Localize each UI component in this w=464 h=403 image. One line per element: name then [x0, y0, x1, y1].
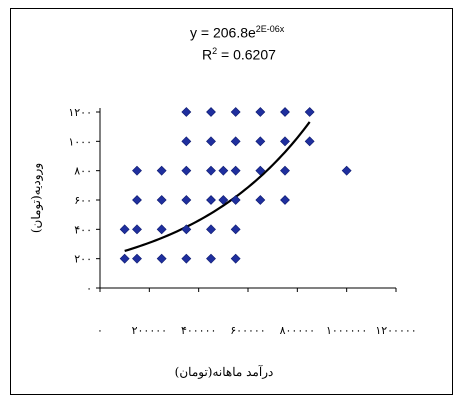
- y-tick-label: ۱۲۰۰: [68, 106, 92, 119]
- data-point: [280, 195, 290, 205]
- data-points: [119, 107, 352, 264]
- data-point: [156, 195, 167, 205]
- data-point: [255, 136, 266, 147]
- data-point: [218, 195, 229, 205]
- x-tick-labels: ۰ ۲۰۰۰۰۰ ۴۰۰۰۰۰ ۶۰۰۰۰۰ ۸۰۰۰۰۰ ۱۰۰۰۰۰۰ ۱۲۰۰۰۰۰: [97, 324, 417, 337]
- equation-base: y = 206.8e: [190, 24, 256, 41]
- trendline: [124, 121, 311, 253]
- data-point: [132, 224, 142, 235]
- data-point: [304, 136, 315, 147]
- data-point: [181, 165, 192, 176]
- data-point: [255, 165, 266, 176]
- data-point: [132, 165, 142, 176]
- data-point: [181, 224, 192, 235]
- data-point: [206, 165, 216, 176]
- data-point: [206, 107, 216, 117]
- data-point: [181, 253, 192, 264]
- data-point: [132, 253, 142, 264]
- x-tick-label: ۲۰۰۰۰۰: [132, 324, 167, 337]
- data-point: [255, 107, 266, 117]
- data-point: [230, 224, 241, 235]
- y-tick-label: ۸۰۰: [74, 165, 92, 178]
- y-tick-labels: ۰ ۲۰۰ ۴۰۰ ۶۰۰ ۸۰۰ ۱۰۰۰ ۱۲۰۰: [68, 106, 92, 295]
- data-point: [230, 136, 241, 147]
- data-point: [132, 195, 142, 205]
- data-point: [156, 165, 167, 176]
- y-axis-title: ورودیه(تومان): [29, 163, 43, 233]
- x-tick-label: ۸۰۰۰۰۰: [280, 324, 315, 337]
- data-point: [156, 253, 167, 264]
- chart-frame: [10, 8, 453, 395]
- data-point: [206, 195, 216, 205]
- data-point: [230, 253, 241, 264]
- data-point: [280, 136, 290, 147]
- r2-exponent: 2: [212, 46, 218, 56]
- data-point: [156, 224, 167, 235]
- data-point: [181, 107, 192, 117]
- data-point: [119, 224, 130, 235]
- data-point: [206, 224, 216, 235]
- y-tick-label: ۲۰۰: [74, 253, 92, 266]
- data-point: [181, 136, 192, 147]
- x-tick-label: ۱۰۰۰۰۰۰: [326, 324, 367, 337]
- x-axis-title: درآمد ماهانه(تومان): [175, 364, 274, 379]
- data-point: [206, 136, 216, 147]
- x-tick-label: ۰: [97, 324, 103, 337]
- y-tick-label: ۰: [86, 282, 92, 295]
- data-point: [181, 195, 192, 205]
- data-point: [206, 253, 216, 264]
- data-point: [230, 107, 241, 117]
- x-tick-label: ۶۰۰۰۰۰: [230, 324, 265, 337]
- data-point: [341, 165, 352, 176]
- equation-exponent: 2E-06x: [255, 24, 285, 34]
- r2-base: R: [202, 46, 213, 63]
- trendline-curve: [124, 121, 311, 253]
- axes: [96, 108, 397, 292]
- data-point: [255, 195, 266, 205]
- trendline-equation: y = 206.8e2E-06x: [190, 24, 284, 41]
- data-point: [230, 195, 241, 205]
- r-squared-label: R2 = 0.6207: [202, 46, 276, 63]
- r2-value: = 0.6207: [217, 46, 276, 63]
- data-point: [280, 107, 290, 117]
- data-point: [119, 253, 130, 264]
- y-tick-label: ۱۰۰۰: [68, 135, 92, 148]
- y-tick-label: ۴۰۰: [74, 223, 92, 236]
- y-tick-label: ۶۰۰: [74, 194, 92, 207]
- data-point: [230, 165, 241, 176]
- x-tick-label: ۱۲۰۰۰۰۰: [375, 324, 416, 337]
- data-point: [218, 165, 229, 176]
- x-tick-label: ۴۰۰۰۰۰: [181, 324, 216, 337]
- data-point: [304, 107, 315, 117]
- data-point: [280, 165, 290, 176]
